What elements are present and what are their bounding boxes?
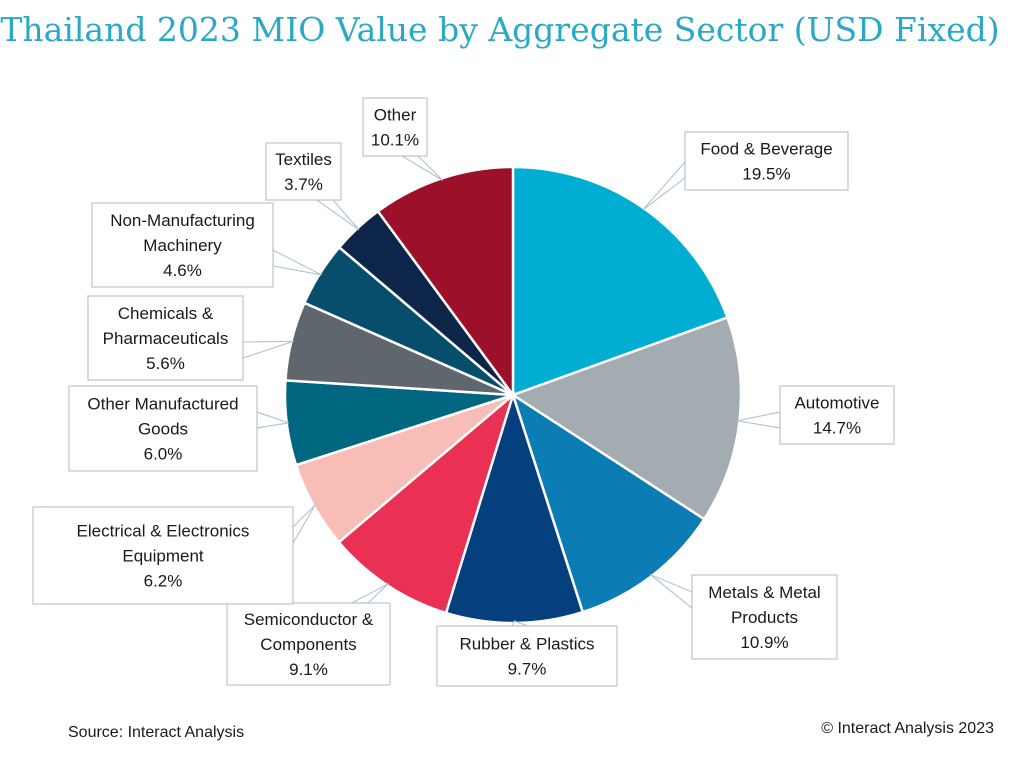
callout-textiles: Textiles 3.7%: [265, 142, 360, 231]
source-note: Source: Interact Analysis: [68, 724, 245, 741]
slice-category-label: Textiles: [275, 150, 332, 169]
callout-box: [32, 506, 294, 605]
slice-category-label: Metals & Metal: [708, 583, 820, 602]
callout-box: [691, 574, 838, 660]
callout-automotive: Automotive 14.7%: [737, 385, 895, 445]
callout-food-and-beverage: Food & Beverage 19.5%: [642, 131, 849, 211]
callout-other: Other 10.1%: [362, 97, 444, 181]
callout-box: [265, 142, 342, 201]
callout-other-manufactured-goods: Other Manufactured Goods 6.0%: [68, 385, 289, 472]
callout-leader: [272, 249, 322, 276]
callout-leader: [649, 573, 693, 610]
slice-category-label: Other Manufactured: [87, 395, 238, 414]
callout-box: [436, 625, 618, 687]
slice-value-label: 6.0%: [144, 445, 183, 464]
slice-value-label: 14.7%: [813, 419, 861, 438]
slice-category-label: Food & Beverage: [700, 140, 832, 159]
slice-category-label: Products: [731, 608, 798, 627]
slice-value-label: 4.6%: [163, 261, 202, 280]
callout-leader: [642, 160, 686, 211]
callout-box: [779, 385, 895, 445]
callout-leader: [292, 504, 316, 546]
callout-metals-and-metal-products: Metals & Metal Products 10.9%: [649, 573, 838, 660]
pie-slices: [283, 165, 743, 625]
callout-semiconductor-and-components: Semiconductor & Components 9.1%: [226, 583, 391, 686]
callout-leader: [242, 340, 294, 359]
callout-box: [226, 602, 391, 686]
slice-category-label: Non-Manufacturing: [110, 211, 255, 230]
callout-non-manufacturing-machinery: Non-Manufacturing Machinery 4.6%: [91, 202, 322, 288]
slice-value-label: 10.9%: [740, 633, 788, 652]
callout-chemicals-and-pharmaceuticals: Chemicals & Pharmaceuticals 5.6%: [87, 295, 294, 381]
slice-value-label: 9.1%: [289, 660, 328, 679]
callout-leader: [399, 155, 444, 181]
slice-category-label: Goods: [138, 420, 188, 439]
callout-box: [87, 295, 244, 381]
callout-leader: [256, 411, 289, 429]
callout-electrical-and-electronics-equipment: Electrical & Electronics Equipment 6.2%: [32, 504, 316, 605]
slice-category-label: Pharmaceuticals: [103, 329, 229, 348]
callout-box: [362, 97, 428, 157]
slice-category-label: Machinery: [143, 236, 222, 255]
callout-box: [91, 202, 274, 288]
slice-category-label: Rubber & Plastics: [459, 635, 594, 654]
slice-category-label: Other: [374, 106, 417, 125]
copyright-note: © Interact Analysis 2023: [821, 720, 994, 737]
slice-category-label: Automotive: [794, 394, 879, 413]
slice-category-label: Semiconductor &: [244, 610, 374, 629]
chart-title: Thailand 2023 MIO Value by Aggregate Sec…: [0, 10, 1000, 49]
slice-category-label: Equipment: [122, 547, 204, 566]
callout-leader: [315, 199, 360, 231]
slice-value-label: 19.5%: [742, 165, 790, 184]
slice-value-label: 9.7%: [508, 660, 547, 679]
slice-category-label: Electrical & Electronics: [77, 522, 250, 541]
slice-value-label: 5.6%: [146, 354, 185, 373]
slice-value-label: 3.7%: [284, 175, 323, 194]
callout-box: [68, 385, 258, 472]
slice-category-label: Chemicals &: [118, 304, 214, 323]
callout-leader: [737, 411, 781, 429]
callout-rubber-and-plastics: Rubber & Plastics 9.7%: [436, 620, 618, 687]
callout-leader: [351, 583, 389, 604]
pie-slice-other: [376, 165, 515, 399]
callout-box: [684, 131, 849, 191]
slice-category-label: Components: [260, 635, 356, 654]
pie-callouts: Food & Beverage 19.5% Automotive 14.7% Metal…: [32, 97, 895, 687]
slice-value-label: 10.1%: [371, 131, 419, 150]
slice-value-label: 6.2%: [144, 572, 183, 591]
